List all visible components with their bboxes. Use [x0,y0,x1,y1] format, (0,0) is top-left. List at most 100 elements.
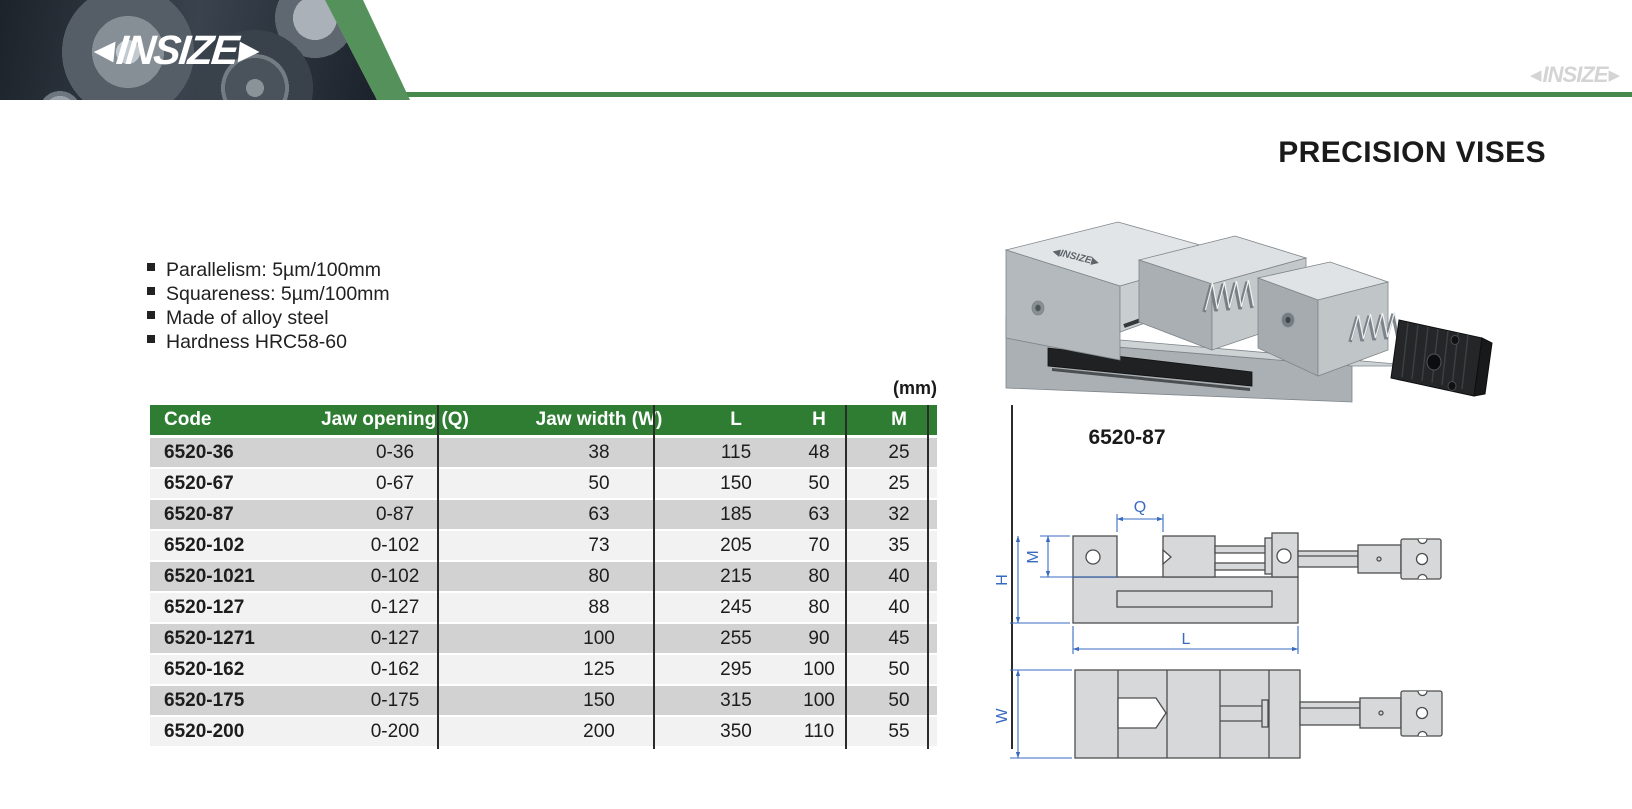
table-row: 6520-175 0-175 150 315 100 50 [150,685,937,717]
dim-label-q: Q [1134,499,1146,516]
cell-jaw-width: 200 [503,716,695,748]
square-bullet-icon [147,287,155,295]
cell-l: 185 [695,499,777,531]
square-bullet-icon [147,335,155,343]
feature-item: Hardness HRC58-60 [147,330,390,354]
logo-text: INSIZE [114,27,240,73]
logo-right-arrow-icon: ▶ [237,35,262,65]
cell-jaw-opening: 0-67 [287,468,503,500]
table-column-divider [653,405,655,749]
cell-jaw-width: 63 [503,499,695,531]
cell-h: 100 [777,685,861,717]
spec-table: Code Jaw opening (Q) Jaw width (W) L H M… [150,405,937,748]
header-banner: ◀ INSIZE ▶ ◀ INSIZE ▶ [0,0,1632,100]
cell-m: 55 [861,716,937,748]
cell-jaw-opening: 0-127 [287,592,503,624]
cell-code: 6520-67 [150,468,287,500]
table-header-row: Code Jaw opening (Q) Jaw width (W) L H M [150,405,937,438]
square-bullet-icon [147,263,155,271]
cell-l: 245 [695,592,777,624]
cell-m: 40 [861,561,937,593]
feature-text: Hardness HRC58-60 [166,331,347,353]
cell-l: 150 [695,468,777,500]
table-row: 6520-1021 0-102 80 215 80 40 [150,561,937,593]
cell-h: 80 [777,592,861,624]
cell-l: 315 [695,685,777,717]
cell-jaw-opening: 0-162 [287,654,503,686]
col-header-jaw-opening: Jaw opening (Q) [287,405,503,438]
cell-jaw-width: 80 [503,561,695,593]
cell-l: 115 [695,436,777,469]
table-row: 6520-102 0-102 73 205 70 35 [150,530,937,562]
col-header-jaw-width: Jaw width (W) [503,405,695,438]
cell-m: 50 [861,685,937,717]
cell-jaw-opening: 0-127 [287,623,503,655]
cell-jaw-width: 88 [503,592,695,624]
watermark-text: INSIZE [1542,62,1609,87]
feature-text: Squareness: 5µm/100mm [166,283,390,305]
cell-jaw-width: 125 [503,654,695,686]
dim-label-h: H [994,574,1011,586]
cell-m: 35 [861,530,937,562]
cell-m: 25 [861,468,937,500]
cell-code: 6520-1021 [150,561,287,593]
cell-h: 48 [777,436,861,469]
side-view-drawing [1072,532,1442,624]
cell-h: 110 [777,716,861,748]
feature-item: Parallelism: 5µm/100mm [147,258,390,282]
cell-jaw-opening: 0-175 [287,685,503,717]
cell-jaw-opening: 0-36 [287,436,503,469]
cell-jaw-width: 73 [503,530,695,562]
table-row: 6520-36 0-36 38 115 48 25 [150,436,937,469]
cell-jaw-opening: 0-200 [287,716,503,748]
side-view-dimensions [1010,514,1299,654]
col-header-code: Code [150,405,287,438]
top-view-drawing [1074,669,1443,759]
dimension-drawing: Q M H L [994,499,1443,759]
cell-m: 32 [861,499,937,531]
cell-h: 70 [777,530,861,562]
product-photo-illustration: ◀INSIZE▶ [1004,221,1493,403]
cell-jaw-opening: 0-102 [287,561,503,593]
banner-green-line [0,92,1632,97]
table-row: 6520-200 0-200 200 350 110 55 [150,716,937,748]
cell-jaw-width: 50 [503,468,695,500]
square-bullet-icon [147,311,155,319]
table-row: 6520-162 0-162 125 295 100 50 [150,654,937,686]
watermark-right-arrow-icon: ▶ [1608,67,1620,84]
cell-m: 50 [861,654,937,686]
feature-item: Squareness: 5µm/100mm [147,282,390,306]
cell-l: 295 [695,654,777,686]
col-header-l: L [695,405,777,438]
cell-code: 6520-36 [150,436,287,469]
cell-code: 6520-200 [150,716,287,748]
table-row: 6520-67 0-67 50 150 50 25 [150,468,937,500]
table-column-divider [845,405,847,749]
cell-jaw-opening: 0-102 [287,530,503,562]
cell-m: 25 [861,436,937,469]
cell-l: 215 [695,561,777,593]
unit-note: (mm) [893,378,937,398]
cell-h: 90 [777,623,861,655]
cell-h: 63 [777,499,861,531]
cell-jaw-width: 100 [503,623,695,655]
brand-logo: ◀ INSIZE ▶ [92,27,262,73]
brand-watermark: ◀ INSIZE ▶ [1530,62,1620,88]
cell-code: 6520-162 [150,654,287,686]
page-title: PRECISION VISES [1278,136,1546,169]
cell-jaw-width: 150 [503,685,695,717]
top-view-labels: W [994,708,1011,724]
cell-code: 6520-127 [150,592,287,624]
feature-text: Parallelism: 5µm/100mm [166,259,381,281]
col-header-h: H [777,405,861,438]
side-view-labels: Q M H L [994,499,1191,648]
table-row: 6520-1271 0-127 100 255 90 45 [150,623,937,655]
cell-l: 255 [695,623,777,655]
dim-label-m: M [1025,550,1042,563]
cell-m: 40 [861,592,937,624]
cell-m: 45 [861,623,937,655]
cell-code: 6520-87 [150,499,287,531]
cell-h: 50 [777,468,861,500]
cell-h: 80 [777,561,861,593]
